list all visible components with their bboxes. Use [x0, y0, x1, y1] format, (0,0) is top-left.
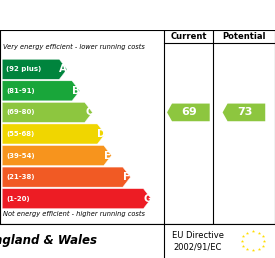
Polygon shape — [223, 103, 265, 121]
Text: Potential: Potential — [222, 32, 266, 41]
Text: Current: Current — [170, 32, 207, 41]
Text: (55-68): (55-68) — [6, 131, 35, 137]
Text: B: B — [72, 86, 80, 96]
Text: Not energy efficient - higher running costs: Not energy efficient - higher running co… — [3, 211, 145, 217]
Text: (92 plus): (92 plus) — [6, 66, 42, 72]
Text: G: G — [143, 194, 152, 204]
Text: 69: 69 — [182, 107, 197, 117]
Text: (1-20): (1-20) — [6, 196, 30, 202]
Polygon shape — [2, 189, 151, 209]
Text: (69-80): (69-80) — [6, 109, 35, 115]
Polygon shape — [167, 103, 210, 121]
Polygon shape — [2, 124, 105, 144]
Text: C: C — [85, 107, 93, 117]
Text: (21-38): (21-38) — [6, 174, 35, 180]
Text: A: A — [59, 64, 67, 74]
Text: Very energy efficient - lower running costs: Very energy efficient - lower running co… — [3, 44, 145, 50]
Text: D: D — [97, 129, 106, 139]
Text: (81-91): (81-91) — [6, 88, 35, 94]
Text: England & Wales: England & Wales — [0, 235, 97, 247]
Text: 73: 73 — [238, 107, 253, 117]
Text: F: F — [123, 172, 130, 182]
Polygon shape — [2, 102, 92, 122]
Text: EU Directive
2002/91/EC: EU Directive 2002/91/EC — [172, 231, 224, 251]
Polygon shape — [2, 81, 80, 101]
Text: (39-54): (39-54) — [6, 152, 35, 158]
Polygon shape — [2, 167, 131, 187]
Polygon shape — [2, 146, 111, 166]
Text: Energy Efficiency Rating: Energy Efficiency Rating — [13, 9, 196, 22]
Text: E: E — [104, 150, 111, 160]
Polygon shape — [2, 59, 67, 79]
